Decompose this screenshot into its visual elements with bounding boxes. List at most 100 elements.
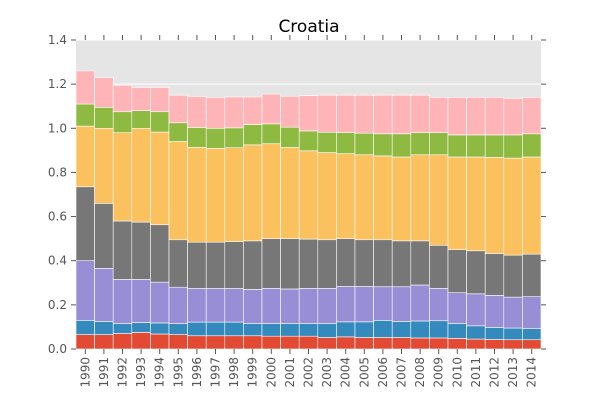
bar-segment xyxy=(243,240,263,290)
bar-segment xyxy=(243,124,263,146)
x-tick-label: 2010 xyxy=(450,357,464,388)
x-tick-label: 1992 xyxy=(116,357,130,388)
x-tick-label: 2000 xyxy=(264,357,278,388)
y-tick-label: 0.6 xyxy=(48,210,67,224)
bar-segment xyxy=(261,123,281,145)
x-tick-label: 1995 xyxy=(171,357,185,388)
bar-segment xyxy=(466,97,486,136)
bar-segment xyxy=(354,286,374,323)
bar-segment xyxy=(522,156,542,255)
bar-segment xyxy=(429,154,449,246)
bar-segment xyxy=(187,241,207,289)
bar-segment xyxy=(410,337,430,350)
bar-segment xyxy=(205,148,226,243)
bar-segment xyxy=(373,320,393,338)
bar-segment xyxy=(75,70,95,105)
x-tick-label: 2001 xyxy=(283,357,297,388)
bar-segment xyxy=(336,336,356,350)
bar-segment xyxy=(131,332,151,350)
bar-segment xyxy=(447,338,467,350)
bar-segment xyxy=(187,146,207,243)
bar-segment xyxy=(187,321,207,337)
bar-segment xyxy=(298,335,319,350)
bar-segment xyxy=(503,339,523,350)
bar-segment xyxy=(280,95,300,128)
bar-segment xyxy=(410,94,430,134)
bar-segment xyxy=(298,150,319,240)
bar-segment xyxy=(150,333,170,350)
bar-segment xyxy=(503,254,523,298)
bar-segment xyxy=(243,323,263,337)
bar-segment xyxy=(187,288,207,323)
bar-segment xyxy=(429,337,449,350)
bar-segment xyxy=(466,134,486,158)
bar-segment xyxy=(205,127,226,149)
bar-segment xyxy=(205,241,226,289)
bar-segment xyxy=(131,221,151,280)
bar-segment xyxy=(75,125,95,188)
bar-segment xyxy=(336,238,356,287)
bar-segment xyxy=(391,321,412,338)
bar-segment xyxy=(187,335,207,350)
bar-segment xyxy=(522,328,542,341)
bar-segment xyxy=(317,131,337,153)
y-tick-label: 0.2 xyxy=(48,298,67,312)
bar-segment xyxy=(373,337,393,350)
bar-segment xyxy=(150,131,170,226)
bar-segment xyxy=(280,238,300,290)
bar-segment xyxy=(168,323,188,335)
bar-segment xyxy=(112,111,133,133)
bar-segment xyxy=(484,339,505,350)
x-tick-label: 2003 xyxy=(320,357,334,388)
bar-segment xyxy=(205,97,226,129)
bar-segment xyxy=(298,238,319,289)
bar-segment xyxy=(410,320,430,339)
bar-segment xyxy=(280,288,300,324)
bar-segment xyxy=(94,334,114,350)
bar-segment xyxy=(94,321,114,335)
bar-segment xyxy=(373,155,393,241)
y-tick-label: 0.4 xyxy=(48,254,67,268)
bar-segment xyxy=(150,87,170,113)
bar-segment xyxy=(112,323,133,334)
y-tick-label: 0.0 xyxy=(48,342,67,356)
bar-segment xyxy=(336,321,356,338)
bar-segment xyxy=(484,134,505,158)
bar-segment xyxy=(317,152,337,241)
bar-segment xyxy=(429,320,449,339)
bar-segment xyxy=(205,335,226,350)
bar-segment xyxy=(75,103,95,127)
x-tick-label: 2002 xyxy=(302,357,316,388)
x-tick-label: 2013 xyxy=(506,357,520,388)
bar-segment xyxy=(336,153,356,239)
bar-segment xyxy=(503,327,523,341)
bar-segment xyxy=(391,94,412,135)
bar-segment xyxy=(112,333,133,350)
bar-segment xyxy=(168,239,188,288)
x-tick-label: 2011 xyxy=(469,357,483,388)
bar-segment xyxy=(391,337,412,350)
bar-segment xyxy=(410,154,430,242)
x-tick-label: 1990 xyxy=(78,357,92,388)
bar-segment xyxy=(205,288,226,323)
bar-segment xyxy=(354,239,374,287)
bar-segment xyxy=(447,97,467,136)
bar-segment xyxy=(373,239,393,288)
bar-segment xyxy=(75,186,95,262)
bar-segment xyxy=(354,337,374,350)
bar-segment xyxy=(522,253,542,297)
y-tick-label: 0.8 xyxy=(48,165,67,179)
chart-title: Croatia xyxy=(278,17,339,37)
x-tick-label: 1991 xyxy=(97,357,111,388)
bar-segment xyxy=(317,288,337,324)
x-tick-label: 1996 xyxy=(190,357,204,388)
bar-segment xyxy=(187,127,207,148)
bar-segment xyxy=(280,147,300,239)
bar-segment xyxy=(224,321,244,337)
bar-segment xyxy=(391,156,412,242)
bar-segment xyxy=(373,286,393,321)
bar-segment xyxy=(94,77,114,108)
bar-segment xyxy=(280,126,300,148)
bar-segment xyxy=(298,323,319,337)
